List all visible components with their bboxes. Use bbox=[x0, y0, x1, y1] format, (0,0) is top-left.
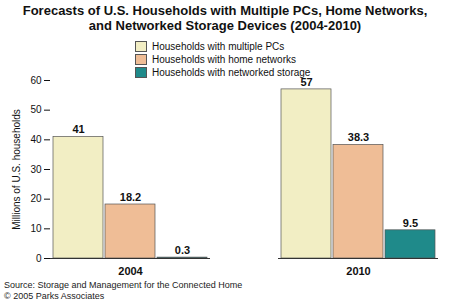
html-text:Households with networked stor: Households with networked storage bbox=[152, 67, 311, 78]
html-text:© 2005 Parks Associates: © 2005 Parks Associates bbox=[4, 291, 105, 301]
svg-text:9.5: 9.5 bbox=[403, 217, 418, 229]
svg-text:41: 41 bbox=[72, 123, 84, 135]
html-text:Households with home networks: Households with home networks bbox=[152, 54, 296, 65]
svg-text:0: 0 bbox=[36, 253, 42, 264]
html-text:Forecasts of U.S. Households w: Forecasts of U.S. Households with Multip… bbox=[22, 3, 428, 33]
svg-text:40: 40 bbox=[30, 134, 42, 145]
svg-text:60: 60 bbox=[30, 75, 42, 86]
html-text:Source: Storage and Management: Source: Storage and Management for the C… bbox=[4, 280, 243, 290]
svg-text:0.3: 0.3 bbox=[175, 244, 190, 256]
svg-text:38.3: 38.3 bbox=[348, 131, 369, 143]
svg-text:Millions of U.S. households: Millions of U.S. households bbox=[11, 109, 22, 230]
html-text:Households with multiple PCs: Households with multiple PCs bbox=[152, 41, 285, 52]
svg-text:30: 30 bbox=[30, 164, 42, 175]
svg-text:2010: 2010 bbox=[346, 265, 370, 277]
svg-text:18.2: 18.2 bbox=[120, 191, 141, 203]
svg-text:20: 20 bbox=[30, 193, 42, 204]
svg-text:57: 57 bbox=[300, 76, 312, 88]
svg-text:10: 10 bbox=[30, 223, 42, 234]
svg-text:50: 50 bbox=[30, 104, 42, 115]
svg-text:2004: 2004 bbox=[118, 265, 143, 277]
